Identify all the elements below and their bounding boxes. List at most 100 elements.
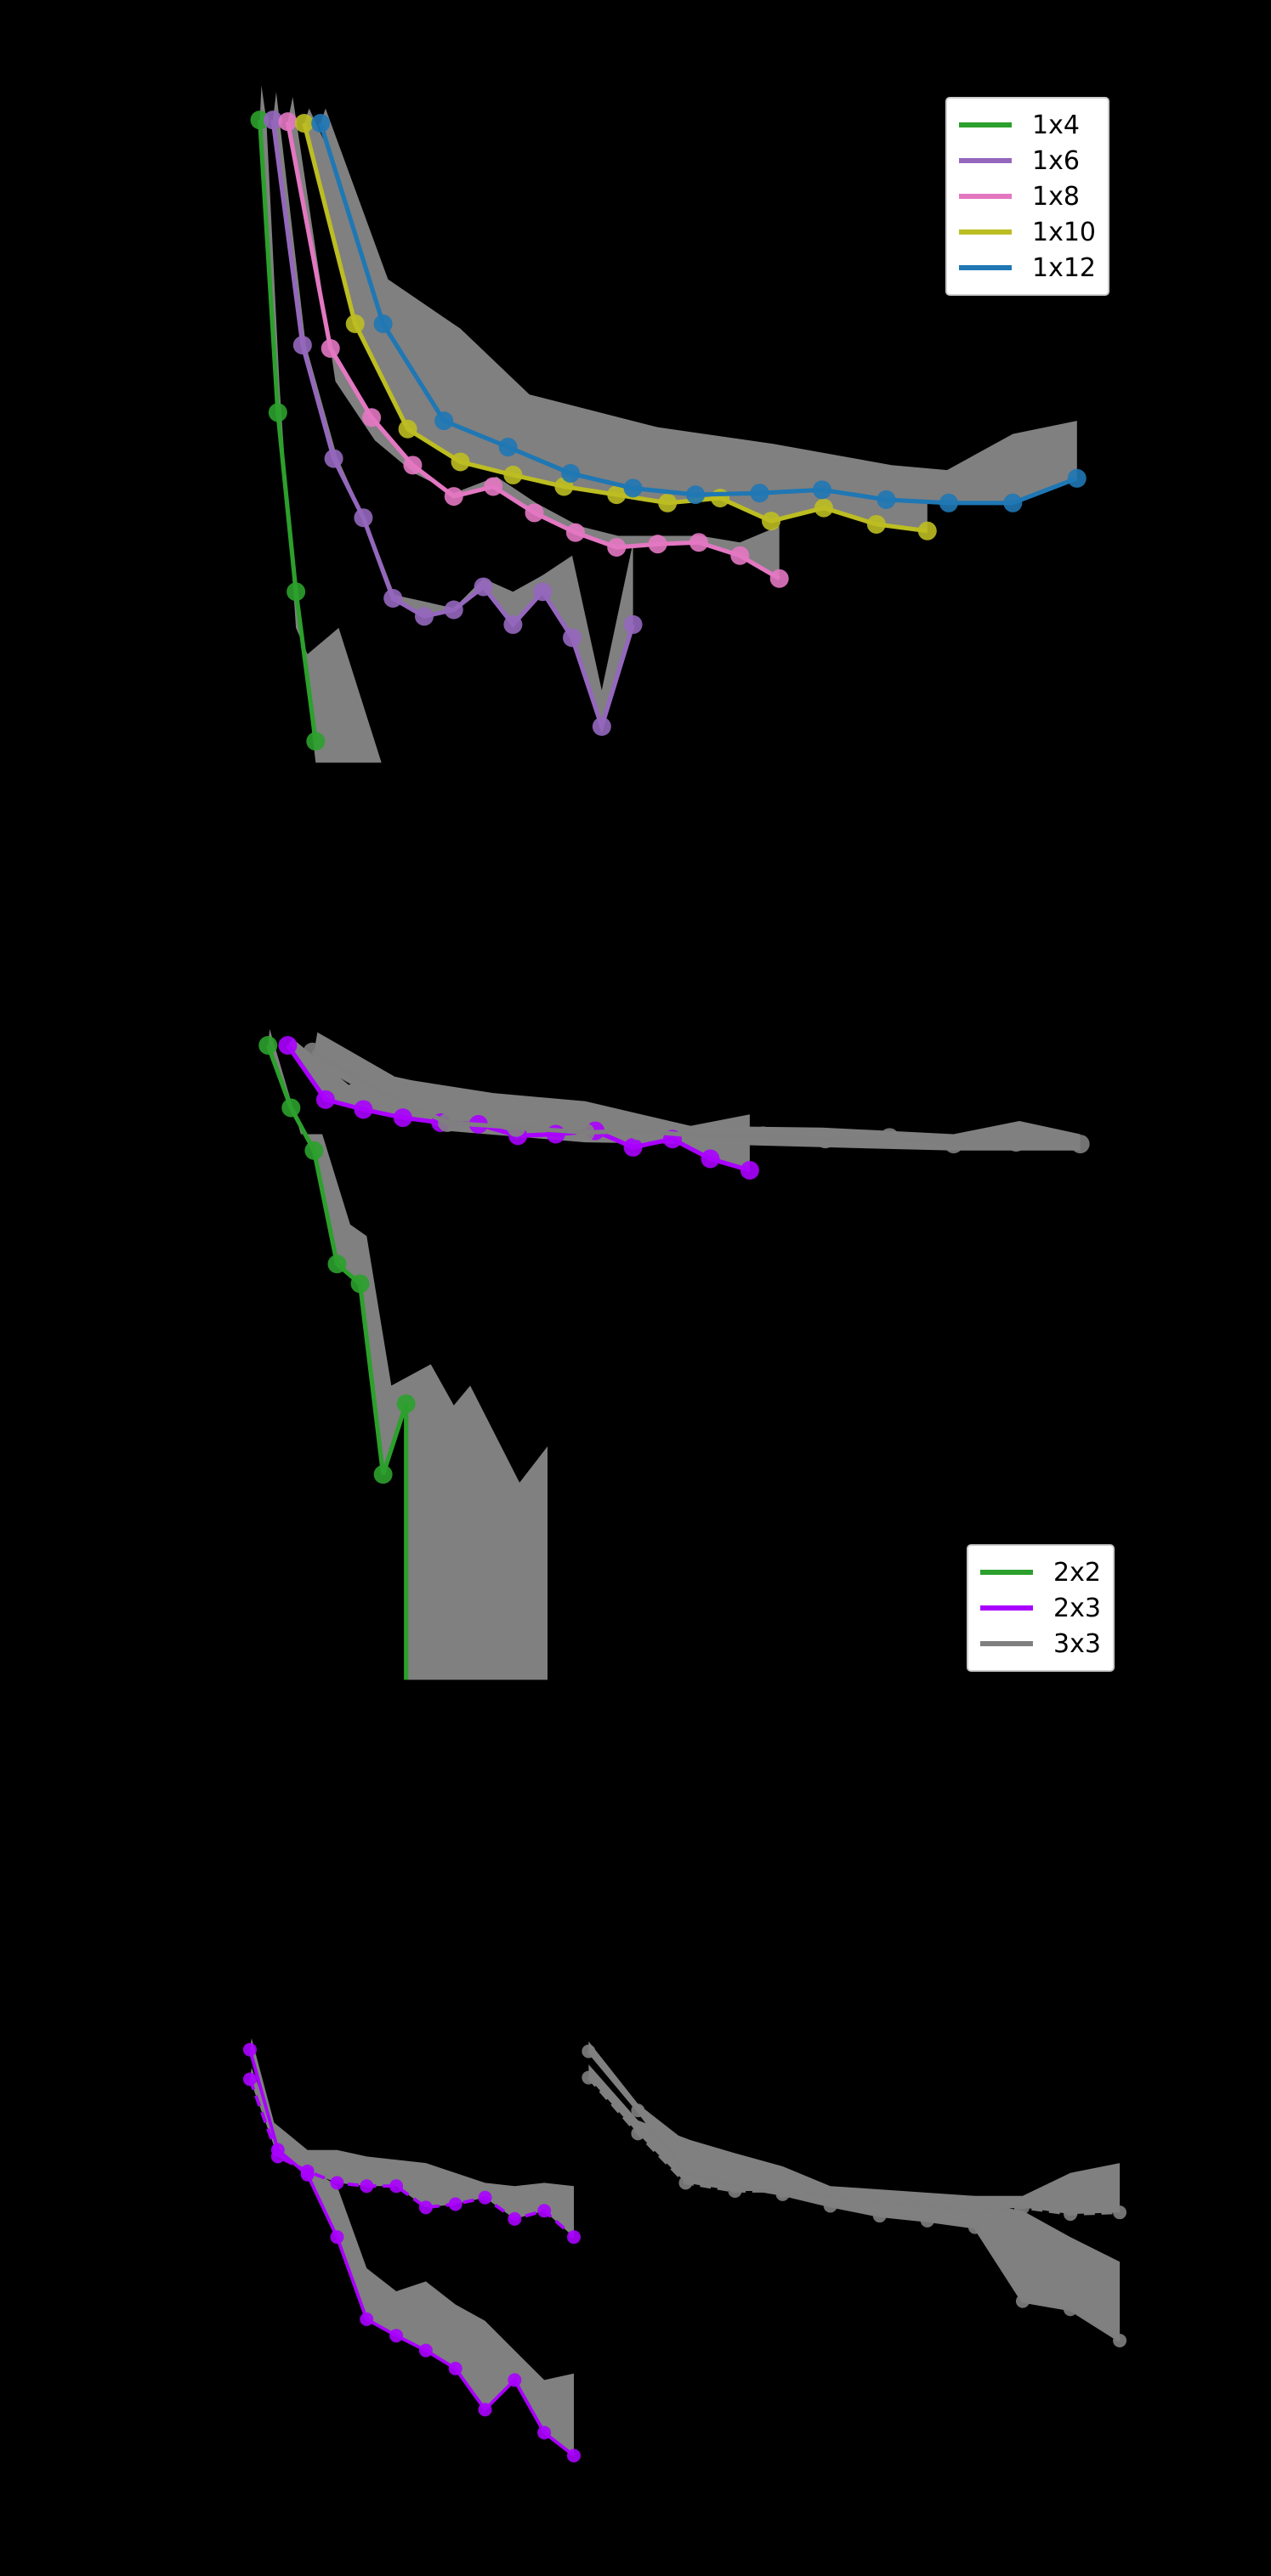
data-point-marker (1003, 493, 1023, 512)
data-point-marker (373, 1464, 393, 1484)
data-point-marker (373, 314, 393, 333)
data-point-marker (563, 628, 582, 648)
data-point-marker (815, 1129, 835, 1149)
data-point-marker (242, 2072, 257, 2086)
data-point-marker (264, 110, 283, 130)
data-point-marker (533, 582, 553, 602)
data-point-marker (451, 452, 470, 472)
data-point-marker (823, 2199, 837, 2213)
data-point-marker (278, 112, 298, 132)
series-line (258, 120, 318, 742)
data-point-marker (525, 503, 544, 523)
data-point-marker (775, 2184, 790, 2199)
data-point-marker (920, 2199, 934, 2213)
data-point-marker (306, 732, 326, 751)
data-point-marker (393, 1108, 412, 1128)
data-point-marker (1007, 1133, 1026, 1152)
legend-item-1x8: 1x8 (959, 178, 1096, 214)
confidence-band (321, 108, 1077, 503)
data-point-marker (880, 1128, 899, 1147)
legend-label: 1x6 (1032, 145, 1080, 176)
data-point-marker (872, 2209, 887, 2223)
confidence-band (250, 2038, 574, 2456)
data-point-marker (354, 508, 373, 528)
legend-swatch (959, 194, 1012, 199)
data-point-marker (939, 493, 958, 512)
data-point-marker (258, 1036, 278, 1056)
confidence-band (250, 2068, 574, 2238)
legend-item-1x10: 1x10 (959, 214, 1096, 250)
legend-swatch (959, 158, 1012, 163)
data-point-marker (278, 1036, 298, 1056)
data-point-marker (383, 588, 403, 608)
data-point-marker (1113, 2334, 1127, 2348)
legend-swatch (959, 122, 1012, 127)
data-point-marker (478, 2190, 492, 2205)
data-point-marker (648, 535, 667, 554)
data-point-marker (582, 2044, 596, 2058)
data-point-marker (508, 2373, 522, 2387)
data-point-marker (418, 2200, 433, 2215)
data-point-marker (294, 114, 314, 133)
data-point-marker (701, 1149, 720, 1169)
chart-3x3-variants (582, 2041, 1127, 2348)
data-point-marker (877, 490, 896, 509)
data-point-marker (576, 1123, 595, 1142)
legend-swatch (980, 1570, 1033, 1575)
data-point-marker (304, 1141, 324, 1160)
legend-label: 1x8 (1032, 181, 1080, 212)
data-point-marker (1070, 1135, 1090, 1154)
data-point-marker (1067, 468, 1087, 488)
data-point-marker (354, 1100, 373, 1119)
data-point-marker (362, 408, 382, 427)
series-line (587, 2050, 1121, 2342)
data-point-marker (814, 498, 833, 518)
data-point-marker (762, 512, 781, 531)
data-point-marker (268, 403, 287, 422)
legend-label: 1x4 (1032, 110, 1080, 140)
data-point-marker (292, 336, 312, 355)
data-point-marker (300, 2164, 315, 2178)
data-point-marker (728, 2184, 742, 2199)
data-point-marker (350, 1274, 370, 1294)
data-point-marker (1113, 2205, 1127, 2220)
data-point-marker (242, 2042, 257, 2057)
data-point-marker (565, 523, 585, 542)
data-point-marker (711, 489, 730, 508)
data-point-marker (507, 1118, 526, 1137)
data-point-marker (474, 577, 493, 597)
data-point-marker (270, 2149, 285, 2164)
legend-item-1x4: 1x4 (959, 107, 1096, 143)
data-point-marker (623, 1137, 643, 1157)
data-point-marker (623, 614, 643, 634)
data-point-marker (478, 2403, 492, 2417)
data-point-marker (414, 607, 434, 626)
data-point-marker (566, 2449, 581, 2463)
legend-label: 2x3 (1053, 1593, 1101, 1623)
data-point-marker (631, 2126, 645, 2141)
legend-swatch (959, 265, 1012, 270)
data-point-marker (281, 1098, 301, 1118)
legend-item-2x3: 2x3 (980, 1590, 1101, 1626)
data-point-marker (1064, 2207, 1078, 2222)
data-point-marker (967, 2220, 982, 2234)
data-point-marker (690, 1126, 710, 1146)
data-point-marker (561, 463, 581, 483)
data-point-marker (448, 2361, 462, 2375)
data-point-marker (444, 600, 463, 620)
data-point-marker (607, 485, 627, 505)
legend-item-3x3: 3x3 (980, 1626, 1101, 1662)
data-point-marker (503, 465, 523, 484)
data-point-marker (967, 2204, 982, 2218)
legend-label: 2x2 (1053, 1557, 1101, 1588)
data-point-marker (740, 1161, 759, 1180)
data-point-marker (403, 456, 423, 475)
legend-label: 3x3 (1053, 1628, 1101, 1659)
legend-swatch (959, 229, 1012, 235)
data-point-marker (658, 493, 678, 512)
data-point-marker (444, 487, 463, 507)
data-point-marker (434, 411, 454, 431)
data-point-marker (730, 546, 750, 565)
data-point-marker (546, 1124, 565, 1144)
legend-label: 1x12 (1032, 252, 1097, 283)
